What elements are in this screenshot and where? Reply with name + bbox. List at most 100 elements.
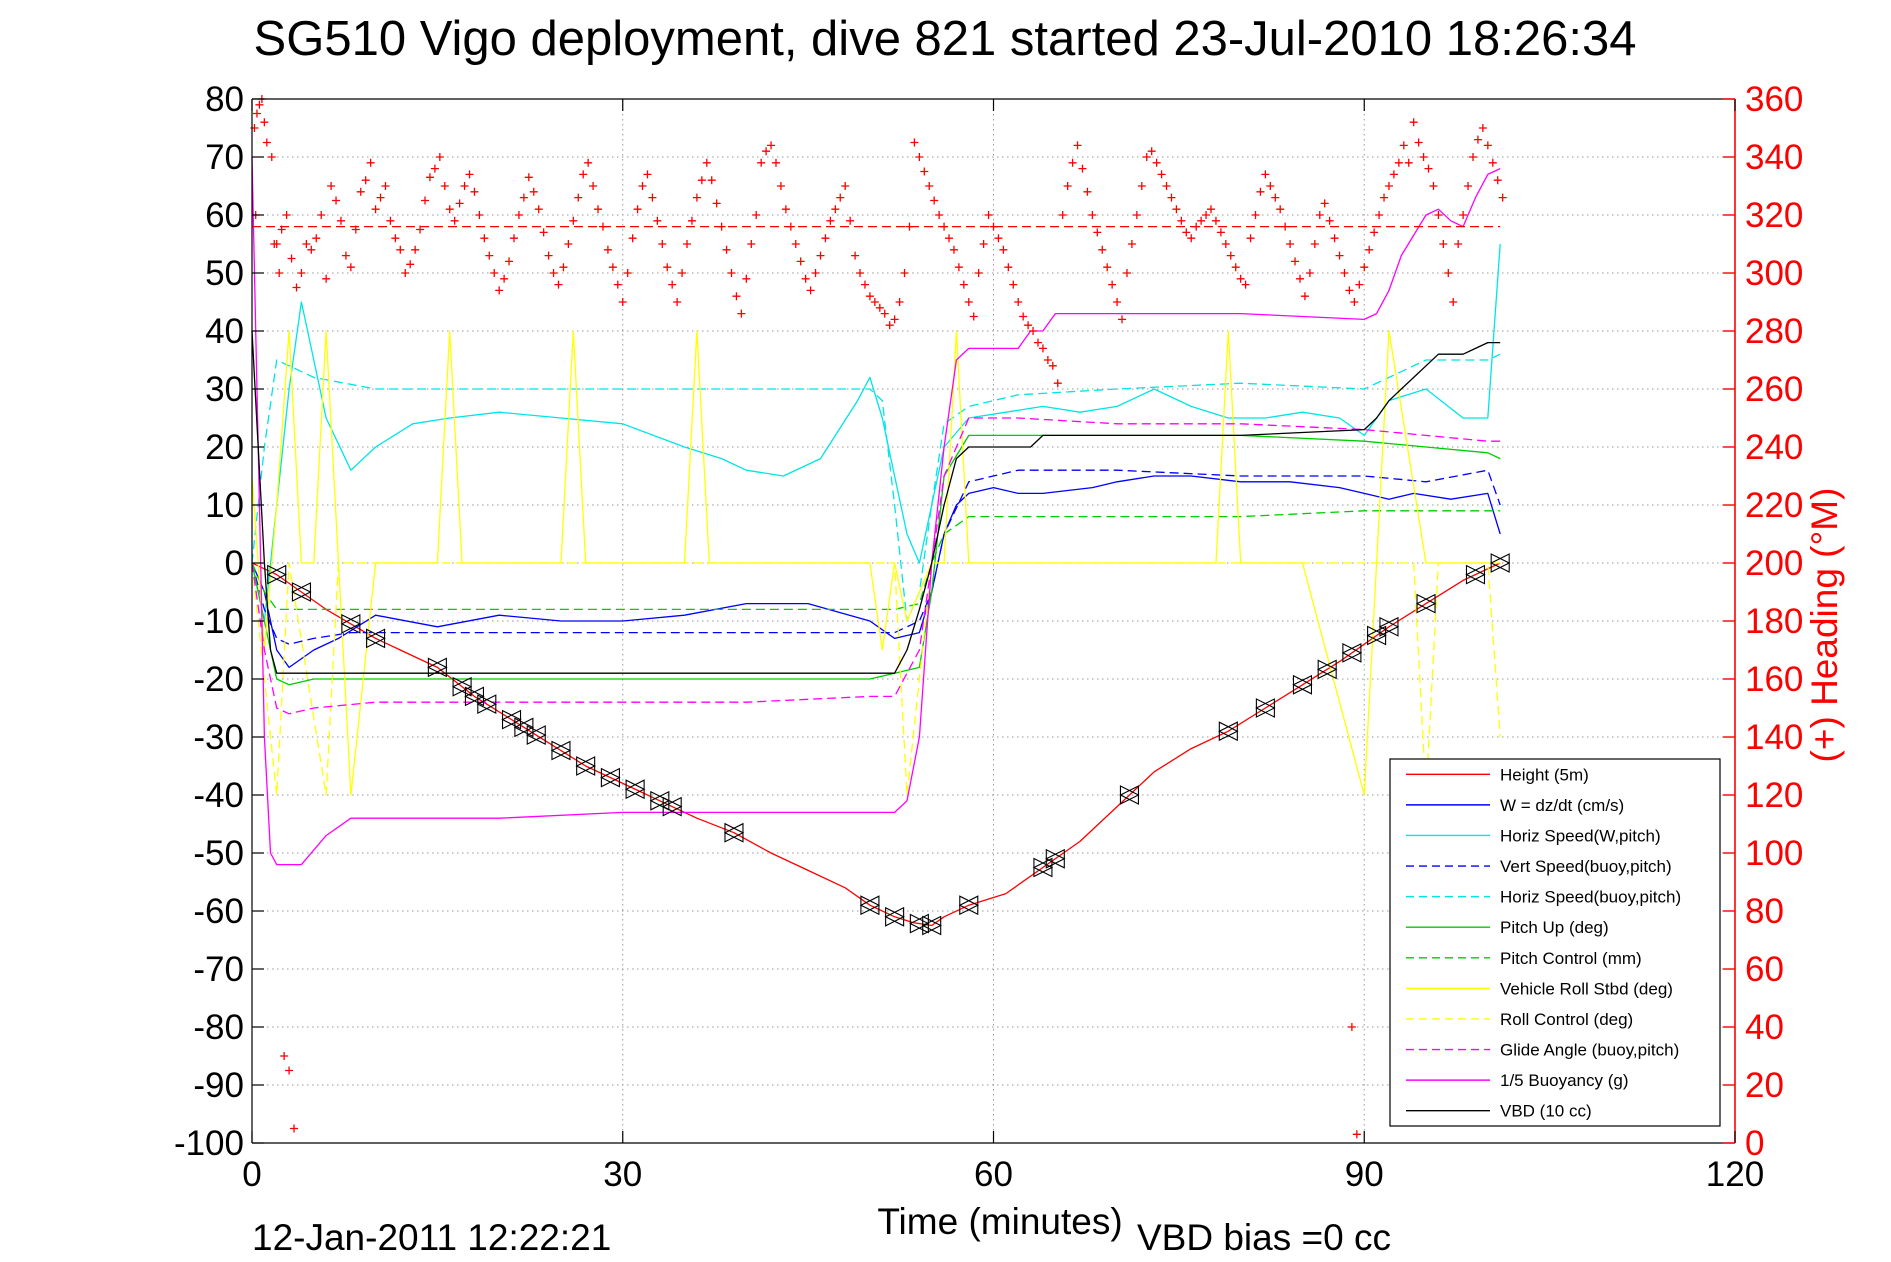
- heading-point: [999, 245, 1008, 254]
- heading-point: [1221, 240, 1230, 248]
- heading-point: [692, 193, 701, 202]
- heading-point: [1347, 1023, 1356, 1031]
- heading-point: [371, 205, 380, 214]
- y-tick-label: -60: [193, 892, 244, 931]
- heading-point: [500, 274, 509, 283]
- heading-point: [890, 315, 899, 324]
- legend-label-5: Pitch Up (deg): [1500, 918, 1609, 937]
- heading-point: [683, 240, 692, 248]
- heading-point: [1113, 298, 1122, 306]
- heading-point: [1424, 164, 1433, 173]
- height-marker-right: [1416, 593, 1437, 614]
- legend-label-6: Pitch Control (mm): [1500, 949, 1642, 968]
- heading-point: [663, 263, 672, 272]
- heading-point: [1093, 228, 1102, 237]
- y2-tick-label: 100: [1745, 834, 1803, 873]
- heading-point: [440, 182, 449, 190]
- heading-point: [742, 274, 751, 283]
- heading-point: [722, 245, 731, 254]
- heading-point: [1370, 228, 1379, 237]
- heading-point: [574, 193, 583, 202]
- heading-point: [322, 274, 331, 283]
- heading-point: [1330, 234, 1339, 243]
- heading-point: [554, 280, 563, 289]
- heading-point: [935, 211, 944, 219]
- heading-point: [1404, 158, 1413, 167]
- heading-point: [1177, 216, 1186, 225]
- heading-point: [989, 222, 998, 231]
- y-tick-label: 80: [205, 80, 244, 119]
- heading-point: [425, 173, 434, 182]
- heading-point: [851, 251, 860, 260]
- heading-point: [945, 234, 954, 243]
- heading-point: [1439, 240, 1448, 248]
- series-line-0: [251, 562, 1501, 927]
- legend-box: [1389, 758, 1721, 1127]
- heading-point: [994, 234, 1003, 243]
- legend-label-3: Vert Speed(buoy,pitch): [1500, 857, 1672, 876]
- heading-point: [598, 222, 607, 231]
- heading-point: [1246, 234, 1255, 243]
- y-tick-label: 20: [205, 428, 244, 467]
- height-marker-right: [1033, 857, 1054, 878]
- heading-point: [1019, 312, 1028, 321]
- heading-point: [401, 269, 410, 277]
- y-tick-label: 70: [205, 138, 244, 177]
- height-marker-right: [501, 709, 522, 730]
- heading-point: [336, 216, 345, 225]
- heading-point: [1281, 222, 1290, 231]
- heading-point: [767, 141, 776, 150]
- height-marker-right: [464, 686, 485, 707]
- heading-point: [1380, 193, 1389, 202]
- heading-point: [485, 251, 494, 260]
- height-marker-right: [662, 796, 683, 817]
- series-line-3: [251, 469, 1501, 645]
- footer-vbd-bias: VBD bias =0 cc: [1137, 1217, 1391, 1258]
- heading-point: [1137, 182, 1146, 190]
- heading-point: [292, 283, 301, 292]
- heading-point: [816, 251, 825, 260]
- y2-tick-label: 220: [1745, 486, 1803, 525]
- heading-point: [275, 269, 284, 277]
- heading-point: [569, 216, 578, 225]
- heading-point: [1355, 280, 1364, 289]
- heading-point: [796, 257, 805, 266]
- heading-point: [411, 245, 420, 254]
- height-marker-right: [366, 628, 386, 649]
- height-marker-right: [625, 779, 646, 800]
- heading-point: [589, 182, 598, 190]
- heading-point: [697, 176, 706, 185]
- heading-point: [1241, 280, 1250, 289]
- height-marker-right: [551, 740, 572, 761]
- height-marker-right: [1292, 674, 1313, 695]
- heading-point: [603, 245, 612, 254]
- heading-point: [1073, 141, 1082, 150]
- heading-point: [1464, 182, 1473, 190]
- heading-point: [1024, 321, 1033, 330]
- height-marker-right: [1218, 721, 1239, 742]
- heading-point: [450, 216, 459, 225]
- heading-point: [1365, 245, 1374, 254]
- legend: Height (5m) W = dz/dt (cm/s) Horiz Speed(W…: [1389, 758, 1721, 1127]
- heading-point: [480, 234, 489, 243]
- heading-point: [1162, 182, 1171, 190]
- heading-point: [658, 240, 667, 248]
- heading-point: [831, 205, 840, 214]
- heading-point: [702, 158, 711, 167]
- y2-tick-label: 140: [1745, 718, 1803, 757]
- heading-point: [1300, 292, 1309, 301]
- legend-label-7: Vehicle Roll Stbd (deg): [1500, 979, 1673, 998]
- heading-point: [1029, 327, 1038, 335]
- heading-point: [752, 211, 761, 219]
- heading-point: [1132, 211, 1141, 219]
- heading-point: [821, 234, 830, 243]
- heading-point: [282, 211, 291, 219]
- y-tick-label: -90: [193, 1066, 244, 1105]
- height-marker-right: [860, 895, 881, 916]
- heading-point: [915, 153, 924, 161]
- heading-point: [1167, 193, 1176, 202]
- heading-point: [1449, 298, 1458, 306]
- heading-point: [737, 309, 746, 318]
- heading-point: [880, 309, 889, 318]
